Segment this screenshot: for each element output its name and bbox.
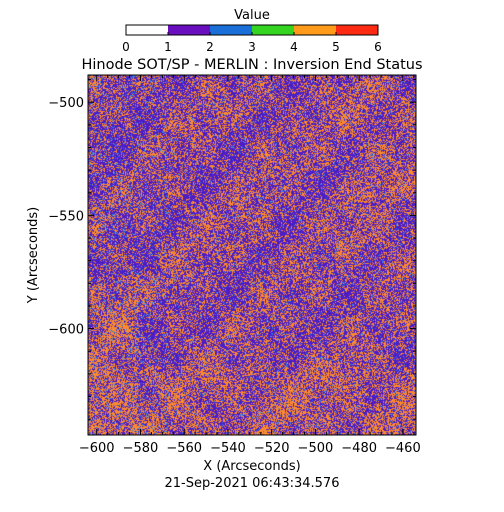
- y-tick-label: −550: [48, 209, 84, 224]
- x-tick-label: −500: [298, 441, 334, 456]
- colorbar: [126, 25, 379, 35]
- colorbar-segment: [252, 25, 295, 35]
- colorbar-segment: [126, 25, 169, 35]
- x-tick-label: −540: [210, 441, 246, 456]
- timestamp: 21-Sep-2021 06:43:34.576: [165, 476, 340, 491]
- heatmap-raster: [88, 75, 416, 435]
- y-tick-label: −600: [48, 323, 84, 338]
- colorbar-label: Value: [234, 8, 270, 23]
- x-axis: −600 −580 −560 −540 −520 −500 −480 −460: [79, 75, 421, 456]
- y-tick-label: −500: [48, 96, 84, 111]
- x-tick-label: −560: [166, 441, 202, 456]
- y-axis-label: Y (Arcseconds): [26, 207, 41, 304]
- colorbar-segment: [336, 25, 379, 35]
- colorbar-ticks: 0 1 2 3 4 5 6: [122, 32, 382, 54]
- chart-title: Hinode SOT/SP - MERLIN : Inversion End S…: [81, 57, 422, 73]
- colorbar-tick-label: 2: [206, 40, 214, 54]
- colorbar-tick-label: 6: [374, 40, 382, 54]
- x-tick-label: −600: [79, 441, 115, 456]
- colorbar-segment: [294, 25, 337, 35]
- colorbar-tick-label: 5: [332, 40, 340, 54]
- colorbar-tick-label: 1: [164, 40, 172, 54]
- plot-frame: [87, 74, 417, 436]
- x-tick-label: −580: [123, 441, 159, 456]
- heatmap-image: [88, 75, 416, 435]
- y-axis: −500 −550 −600: [48, 79, 416, 420]
- colorbar-tick-label: 0: [122, 40, 130, 54]
- x-tick-label: −460: [385, 441, 421, 456]
- colorbar-segment: [210, 25, 253, 35]
- colorbar-tick-label: 4: [290, 40, 298, 54]
- colorbar-tick-label: 3: [248, 40, 256, 54]
- colorbar-segment: [168, 25, 211, 35]
- x-tick-label: −480: [341, 441, 377, 456]
- x-tick-label: −520: [254, 441, 290, 456]
- x-axis-label: X (Arcseconds): [203, 459, 300, 474]
